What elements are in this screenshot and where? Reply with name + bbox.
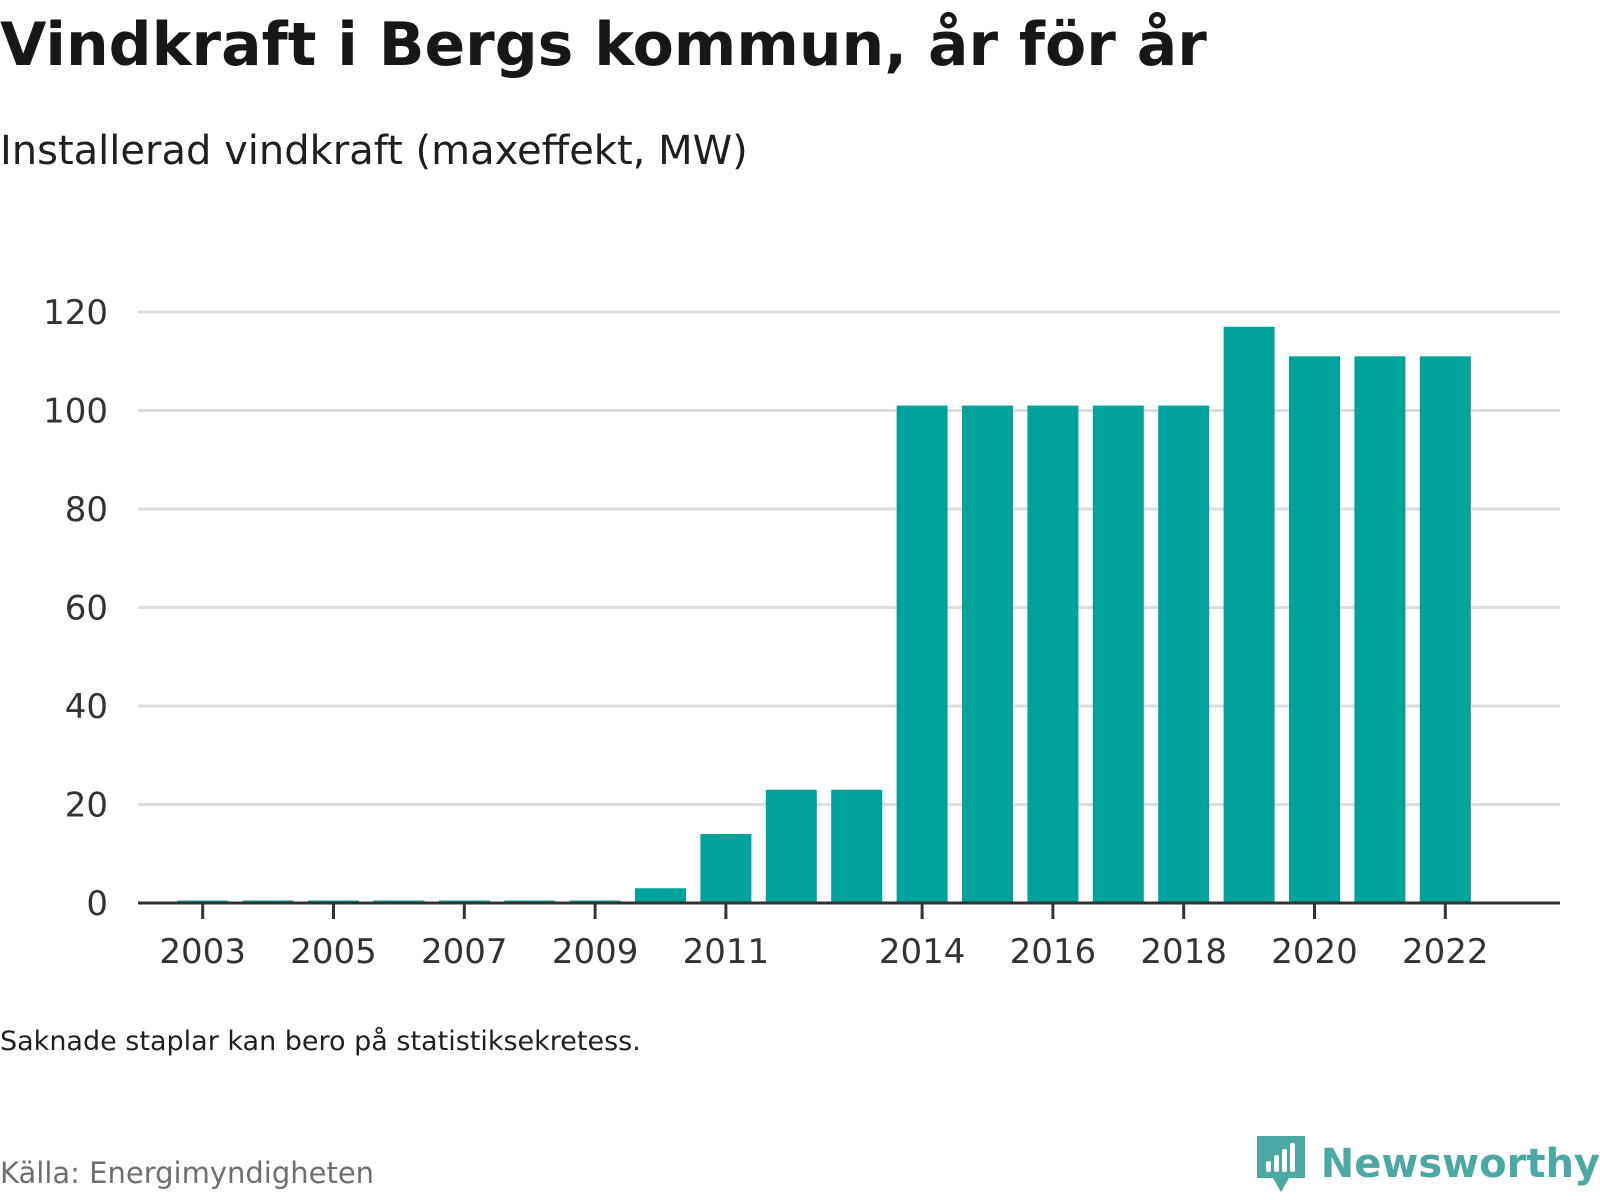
bar <box>635 888 686 903</box>
bar <box>1223 326 1275 903</box>
newsworthy-chart-bubble-icon <box>1256 1136 1305 1192</box>
y-tick-label: 60 <box>65 589 108 629</box>
brand-name: Newsworthy <box>1320 1141 1600 1187</box>
x-tick-label: 2022 <box>1402 932 1489 972</box>
bar <box>1027 405 1079 903</box>
bar <box>1158 405 1210 903</box>
brand-logo: Newsworthy <box>1256 1136 1600 1192</box>
bar <box>700 834 752 903</box>
x-tick-label: 2018 <box>1140 932 1227 972</box>
axes: 0 20 40 60 80 100 120 2003 2005 2007 2009 2011 2014 2… <box>43 293 1560 972</box>
x-tick-label: 2020 <box>1271 932 1358 972</box>
source-label: Källa: Energimyndigheten <box>0 1156 375 1190</box>
x-tick-label: 2016 <box>1010 932 1097 972</box>
chart-subtitle: Installerad vindkraft (maxeffekt, MW) <box>0 128 748 174</box>
y-tick-label: 80 <box>65 490 108 530</box>
bars <box>177 326 1471 903</box>
y-tick-label: 0 <box>86 884 108 924</box>
bar <box>1092 405 1144 903</box>
chart-note: Saknade staplar kan bero på statistiksek… <box>0 1026 641 1057</box>
bar <box>896 405 948 903</box>
x-tick-label: 2011 <box>683 932 770 972</box>
y-tick-label: 100 <box>43 392 108 432</box>
x-tick-label: 2005 <box>290 932 377 972</box>
y-tick-label: 120 <box>43 293 108 333</box>
x-tick-label: 2003 <box>159 932 246 972</box>
y-tick-label: 40 <box>65 687 108 727</box>
x-tick-label: 2009 <box>552 932 639 972</box>
x-tick-label: 2014 <box>879 932 966 972</box>
chart-title: Vindkraft i Bergs kommun, år för år <box>0 10 1207 80</box>
bar <box>765 789 817 903</box>
y-tick-label: 20 <box>65 786 108 826</box>
bar <box>1419 356 1471 903</box>
x-tick-label: 2007 <box>421 932 508 972</box>
bar <box>831 789 883 903</box>
bar <box>1354 356 1406 903</box>
grid-lines <box>138 310 1560 806</box>
bar <box>1289 356 1340 903</box>
bar <box>962 405 1013 903</box>
